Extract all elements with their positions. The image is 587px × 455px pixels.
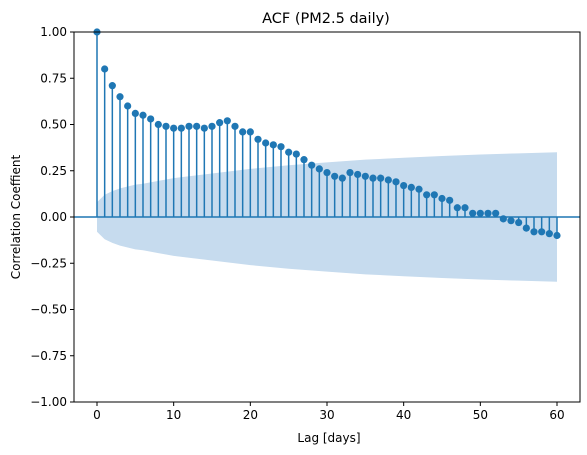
y-tick-label: 0.75	[40, 71, 67, 85]
acf-point	[285, 149, 292, 156]
acf-point	[339, 175, 346, 182]
acf-point	[392, 178, 399, 185]
x-tick-label: 30	[319, 408, 334, 422]
y-tick-label: −0.50	[30, 303, 67, 317]
y-tick-label: −0.25	[30, 256, 67, 270]
x-tick-label: 20	[243, 408, 258, 422]
x-axis-label: Lag [days]	[297, 431, 360, 445]
acf-point	[201, 125, 208, 132]
x-tick-label: 60	[549, 408, 564, 422]
acf-point	[254, 136, 261, 143]
acf-point	[438, 195, 445, 202]
acf-point	[239, 128, 246, 135]
x-tick-label: 0	[93, 408, 101, 422]
x-axis: 0 10 20 30 40 50 60	[93, 402, 564, 422]
acf-point	[116, 93, 123, 100]
y-tick-label: 0.00	[40, 210, 67, 224]
x-tick-label: 40	[396, 408, 411, 422]
acf-point	[300, 156, 307, 163]
acf-point	[477, 210, 484, 217]
plot-area	[74, 28, 580, 281]
acf-point	[385, 176, 392, 183]
acf-point	[124, 102, 131, 109]
y-axis-label: Correlation Coeffient	[9, 155, 23, 280]
acf-point	[277, 143, 284, 150]
acf-point	[500, 215, 507, 222]
y-tick-label: 0.25	[40, 164, 67, 178]
acf-point	[224, 117, 231, 124]
acf-point	[354, 171, 361, 178]
acf-point	[162, 123, 169, 130]
acf-point	[132, 110, 139, 117]
acf-point	[308, 162, 315, 169]
y-axis: −1.00 −0.75 −0.50 −0.25 0.00 0.25 0.50 0.75 1.00	[30, 25, 74, 409]
acf-point	[208, 123, 215, 130]
acf-point	[530, 228, 537, 235]
acf-point	[553, 232, 560, 239]
acf-point	[484, 210, 491, 217]
acf-point	[101, 65, 108, 72]
acf-point	[431, 191, 438, 198]
acf-point	[147, 115, 154, 122]
acf-point	[109, 82, 116, 89]
acf-point	[262, 139, 269, 146]
acf-point	[193, 123, 200, 130]
acf-point	[408, 184, 415, 191]
acf-point	[454, 204, 461, 211]
acf-point	[316, 165, 323, 172]
acf-point	[492, 210, 499, 217]
y-tick-label: −1.00	[30, 395, 67, 409]
y-tick-label: −0.75	[30, 349, 67, 363]
x-tick-label: 50	[473, 408, 488, 422]
y-tick-label: 0.50	[40, 118, 67, 132]
acf-point	[461, 204, 468, 211]
acf-point	[546, 230, 553, 237]
acf-point	[155, 121, 162, 128]
acf-point	[415, 186, 422, 193]
acf-point	[270, 141, 277, 148]
acf-point	[247, 128, 254, 135]
chart-title: ACF (PM2.5 daily)	[262, 11, 390, 27]
acf-point	[139, 112, 146, 119]
acf-point	[323, 169, 330, 176]
acf-point	[507, 217, 514, 224]
acf-point	[523, 225, 530, 232]
acf-point	[469, 210, 476, 217]
acf-point	[515, 219, 522, 226]
acf-point	[362, 173, 369, 180]
acf-point	[178, 125, 185, 132]
acf-point	[231, 123, 238, 130]
acf-point	[346, 169, 353, 176]
y-tick-label: 1.00	[40, 25, 67, 39]
acf-point	[446, 197, 453, 204]
acf-point	[400, 182, 407, 189]
acf-point	[423, 191, 430, 198]
acf-point	[377, 175, 384, 182]
acf-point	[538, 228, 545, 235]
acf-point	[331, 173, 338, 180]
x-tick-label: 10	[166, 408, 181, 422]
acf-point	[369, 175, 376, 182]
acf-point	[216, 119, 223, 126]
acf-point	[293, 151, 300, 158]
acf-point	[185, 123, 192, 130]
acf-point	[170, 125, 177, 132]
